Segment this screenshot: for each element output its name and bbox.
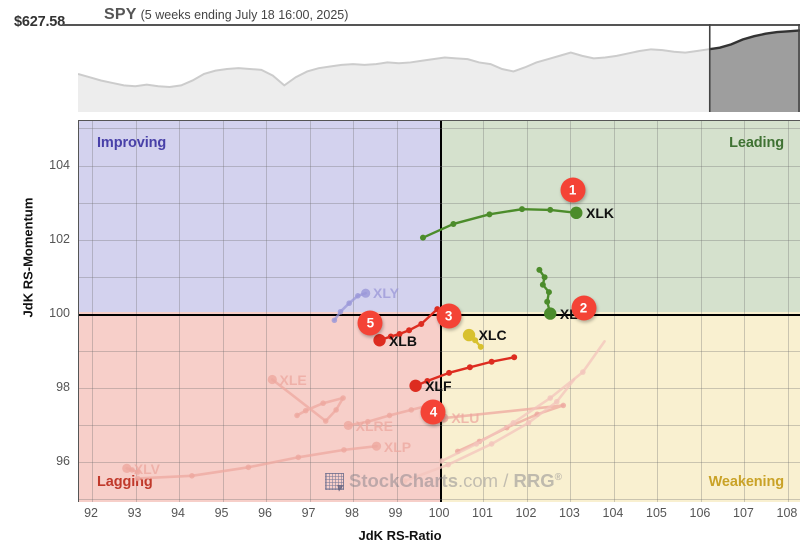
symbol-ticker: SPY [104, 6, 137, 23]
x-tick-106: 106 [689, 506, 711, 520]
series-XLB [373, 306, 441, 347]
x-tick-93: 93 [127, 506, 142, 520]
gridline-y-95 [79, 499, 800, 501]
x-tick-99: 99 [388, 506, 403, 520]
gridline-x-104 [613, 121, 615, 502]
gridline-x-101 [483, 121, 485, 502]
series-layer [122, 206, 606, 484]
gridline-y-105 [79, 128, 800, 130]
y-tick-98: 98 [56, 380, 70, 395]
gridline-y-102 [79, 239, 800, 241]
gridline-x-99 [396, 121, 398, 502]
annotation-badge-5[interactable]: 5 [357, 310, 383, 336]
series-XLRE [343, 401, 436, 431]
x-tick-102: 102 [515, 506, 537, 520]
mini-chart-highlight-area [709, 30, 800, 112]
x-tick-97: 97 [301, 506, 316, 520]
gridline-x-94 [179, 121, 181, 502]
price-header: $627.58 SPY (5 weeks ending July 18 16:00… [0, 0, 800, 112]
gridline-x-103 [570, 121, 572, 502]
gridlines [79, 121, 800, 502]
quadrant-improving [79, 121, 440, 312]
x-tick-96: 96 [258, 506, 272, 520]
annotation-badge-4[interactable]: 4 [420, 399, 446, 425]
x-tick-100: 100 [428, 506, 450, 520]
gridline-y-103 [79, 202, 800, 204]
gridline-x-106 [700, 121, 702, 502]
series-XLI [536, 266, 557, 320]
gridline-x-93 [135, 121, 137, 502]
current-price: $627.58 [14, 14, 66, 30]
annotation-badge-3[interactable]: 3 [436, 303, 462, 329]
y-tick-96: 96 [56, 454, 70, 469]
y-tick-104: 104 [49, 157, 70, 172]
x-tick-105: 105 [646, 506, 667, 520]
rrg-plot-area[interactable]: Improving Leading Lagging Weakening XLK X… [78, 120, 800, 502]
quadrant-weakening [439, 311, 800, 502]
gridline-y-99 [79, 350, 800, 352]
series-XLC [462, 328, 484, 350]
quadrant-leading [439, 121, 800, 312]
gridline-x-108 [787, 121, 789, 502]
series-XLF [409, 354, 518, 392]
y-tick-102: 102 [49, 231, 70, 246]
gridline-x-98 [353, 121, 354, 502]
series-XLY [331, 288, 371, 324]
mini-chart-line [78, 29, 800, 89]
y-tick-100: 100 [49, 305, 70, 320]
x-tick-101: 101 [472, 506, 493, 520]
gridline-y-97 [79, 425, 800, 427]
mini-chart-area [78, 30, 800, 112]
x-tick-98: 98 [345, 506, 359, 520]
x-tick-104: 104 [602, 506, 624, 520]
gridline-x-97 [309, 121, 311, 502]
mini-price-chart[interactable] [78, 24, 800, 112]
gridline-y-104 [79, 165, 800, 167]
annotation-badge-2[interactable]: 2 [571, 295, 597, 321]
gridline-y-101 [79, 276, 800, 278]
symbol-period: (5 weeks ending July 18 16:00, 2025) [140, 8, 349, 22]
gridline-x-92 [92, 121, 94, 502]
series-unnamed-12 [401, 378, 576, 484]
gridline-y-98 [79, 388, 800, 390]
x-tick-94: 94 [171, 506, 185, 520]
x-tick-103: 103 [559, 506, 580, 520]
series-XLK [419, 206, 583, 241]
gridline-x-107 [744, 121, 746, 502]
symbol-heading: SPY (5 weeks ending July 18 16:00, 2025) [104, 6, 348, 24]
gridline-x-95 [222, 121, 224, 502]
gridline-x-96 [266, 121, 268, 502]
x-tick-95: 95 [214, 506, 229, 520]
x-tick-107: 107 [733, 506, 754, 520]
gridline-x-102 [526, 121, 528, 502]
y-axis-title: JdK RS-Momentum [20, 197, 36, 318]
series-XLP [134, 441, 382, 482]
x-axis-title: JdK RS-Ratio [358, 528, 442, 543]
price-baseline [62, 24, 800, 26]
series-XLE [267, 374, 346, 424]
gridline-x-105 [657, 121, 659, 502]
series-unnamed-11 [438, 340, 606, 464]
x-tick-92: 92 [84, 506, 98, 520]
x-tick-108: 108 [776, 506, 798, 520]
series-XLV [122, 463, 141, 475]
annotation-badge-1[interactable]: 1 [560, 177, 586, 203]
